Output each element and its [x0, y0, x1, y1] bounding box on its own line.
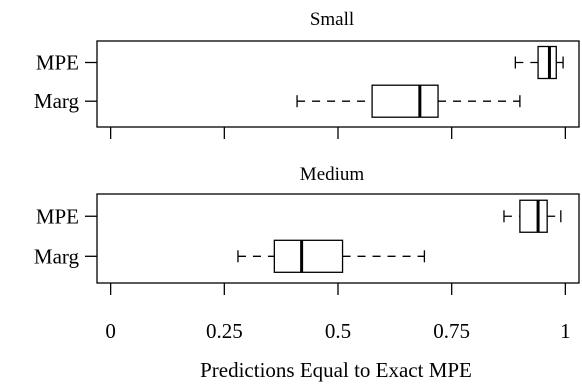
- panel-title: Small: [310, 9, 354, 30]
- panel-frame: [96, 40, 580, 128]
- x-tick-label: 0.75: [433, 319, 470, 343]
- x-tick-label: 0.5: [325, 319, 351, 343]
- category-label: MPE: [36, 204, 79, 228]
- box-iqr: [519, 199, 548, 233]
- x-tick-label: 0: [105, 319, 116, 343]
- panel-title: Medium: [300, 164, 365, 185]
- category-label: MPE: [36, 51, 79, 75]
- x-axis-label: Predictions Equal to Exact MPE: [200, 358, 472, 382]
- x-tick-label: 1: [560, 319, 571, 343]
- box-iqr: [371, 84, 439, 118]
- box-iqr: [537, 45, 557, 80]
- box-iqr: [273, 239, 344, 273]
- category-label: Marg: [34, 89, 80, 113]
- x-tick-label: 0.25: [206, 319, 243, 343]
- category-label: Marg: [34, 244, 80, 268]
